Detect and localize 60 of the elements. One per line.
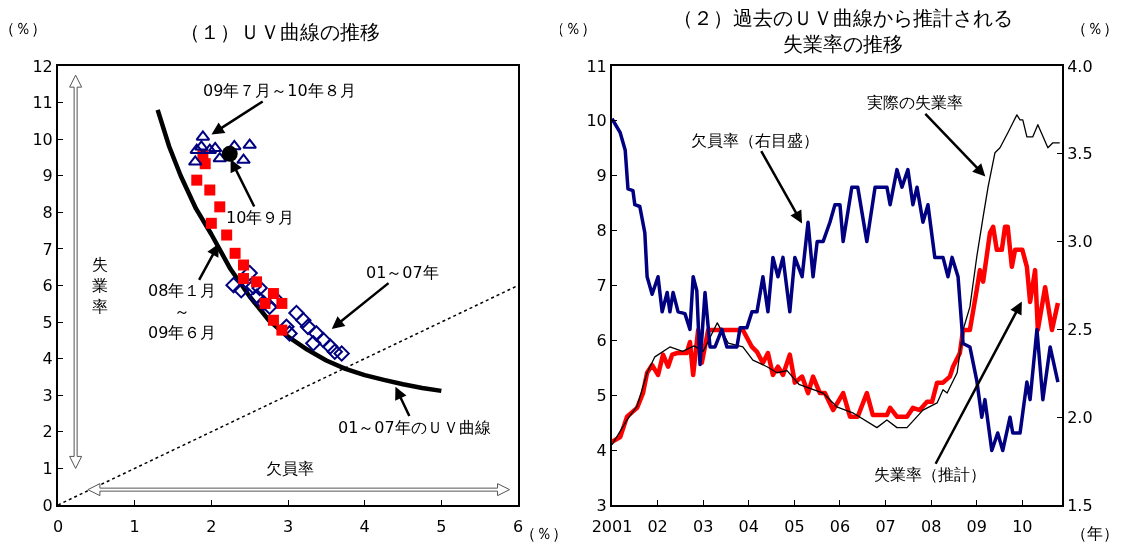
- x-tick-label: 05: [784, 517, 805, 537]
- y-tick-label: 3: [596, 495, 607, 515]
- annotation: 失業率（推計）: [874, 465, 986, 484]
- x-tick-label: 07: [875, 517, 896, 537]
- y-tick-label: 8: [596, 221, 607, 241]
- chart-title: （１）ＵＶ曲線の推移: [180, 19, 380, 44]
- y-tick-label: 7: [596, 276, 607, 296]
- y-tick-label: 10: [586, 111, 607, 131]
- y-axis-title: （％）: [0, 19, 47, 38]
- annotation: 10年９月: [226, 208, 295, 227]
- y-tick-label: 9: [42, 166, 53, 186]
- y-tick-label: 5: [42, 312, 53, 332]
- y2-tick-label: 2.5: [1067, 320, 1093, 339]
- x-tick-label: 3: [282, 517, 294, 537]
- x-tick-label: 04: [738, 517, 759, 537]
- y-tick-label: 4: [596, 440, 607, 460]
- annotation: 09年７月～10年８月: [203, 81, 356, 100]
- y2-tick-label: 1.5: [1067, 495, 1093, 515]
- x-tick-label: 2001: [591, 517, 633, 537]
- y-tick-label: 3: [42, 385, 53, 405]
- x-tick-label: 1: [129, 517, 140, 537]
- y2-tick-label: 3.0: [1067, 232, 1093, 252]
- x-tick-label: 03: [693, 517, 714, 537]
- annotation: 実際の失業率: [867, 93, 963, 112]
- x-tick-label: 6: [512, 517, 524, 537]
- y2-tick-label: 3.5: [1067, 144, 1093, 164]
- y-tick-label: 1: [42, 459, 53, 479]
- y2-tick-label: 4.0: [1067, 56, 1093, 76]
- y-tick-label: 7: [42, 239, 53, 259]
- y-tick-label: 2: [42, 422, 53, 442]
- y-tick-label: 0: [42, 495, 53, 515]
- annotation: 01～07年のＵＶ曲線: [338, 418, 491, 437]
- y-tick-label: 5: [596, 385, 607, 405]
- y2-axis-title: （％）: [1071, 19, 1119, 38]
- x-tick-label: 06: [829, 517, 851, 537]
- y-tick-label: 6: [42, 276, 53, 296]
- y-tick-label: 6: [596, 330, 607, 350]
- x-axis-title: （年）: [1071, 524, 1119, 543]
- annotation: 欠員率: [266, 459, 314, 478]
- y-tick-label: 8: [42, 202, 53, 222]
- y-tick-label: 9: [596, 166, 607, 186]
- x-tick-label: 02: [647, 517, 668, 537]
- y-tick-label: 10: [32, 129, 53, 149]
- chart-title: （２）過去のＵＶ曲線から推計される失業率の推移: [672, 5, 1013, 56]
- y-tick-label: 12: [32, 56, 53, 76]
- annotation: 08年１月～09年６月: [148, 281, 217, 342]
- x-tick-label: 10: [1012, 517, 1033, 537]
- y-tick-label: 11: [32, 93, 53, 113]
- annotation: 失業率: [92, 255, 108, 316]
- x-tick-label: 5: [436, 517, 447, 537]
- y-axis-title: （％）: [549, 19, 597, 38]
- x-tick-label: 08: [920, 517, 942, 537]
- x-tick-label: 2: [206, 517, 217, 537]
- annotation: 01～07年: [366, 263, 439, 282]
- y2-tick-label: 2.0: [1067, 407, 1093, 427]
- annotation: 欠員率（右目盛）: [691, 131, 819, 150]
- x-tick-label: 09: [966, 517, 987, 537]
- y-tick-label: 11: [586, 56, 607, 76]
- x-tick-label: 4: [359, 517, 370, 537]
- y-tick-label: 4: [42, 349, 53, 369]
